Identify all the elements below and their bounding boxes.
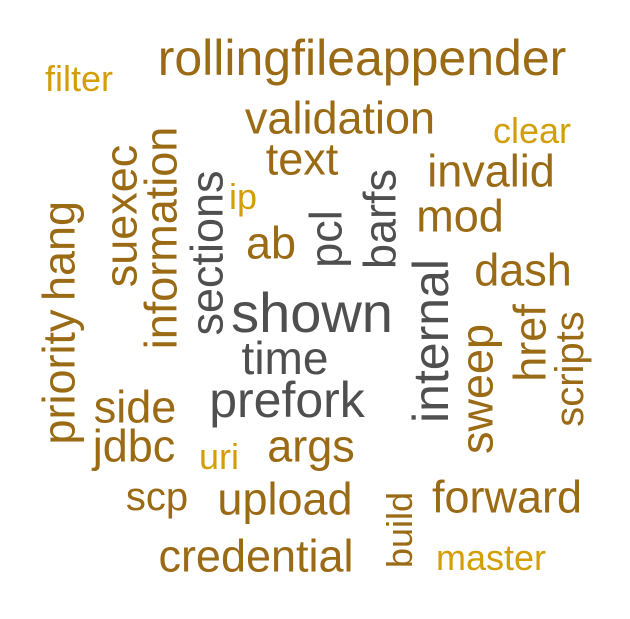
word-build: build [379,491,420,569]
word-dash: dash [474,244,572,296]
word-pcl: pcl [300,210,352,268]
word-priority: priority [33,309,85,445]
word-time: time [241,332,329,384]
word-sweep: sweep [451,323,503,455]
word-invalid: invalid [427,145,555,197]
word-validation: validation [244,92,436,144]
word-ip: ip [228,176,258,217]
word-clear: clear [492,110,572,151]
word-rollingfileappender: rollingfileappender [157,30,567,86]
word-information: information [135,126,187,350]
word-side: side [93,381,177,433]
word-jdbc: jdbc [92,420,176,472]
word-internal: internal [403,259,459,423]
word-uri: uri [198,436,240,477]
word-upload: upload [217,473,353,525]
word-shown: shown [231,281,393,344]
word-ab: ab [245,217,297,269]
word-forward: forward [431,471,583,523]
word-sections: sections [181,170,233,336]
word-hang: hang [33,200,85,302]
word-prefork: prefork [209,372,365,428]
word-text: text [265,133,339,185]
word-mod: mod [416,190,504,242]
word-filter: filter [44,58,114,99]
word-scripts: scripts [548,311,592,427]
word-scp: scp [125,475,189,519]
word-credential: credential [158,530,354,582]
word-master: master [435,537,547,578]
word-barfs: barfs [354,168,406,270]
word-href: href [504,304,556,382]
word-args: args [267,420,355,472]
